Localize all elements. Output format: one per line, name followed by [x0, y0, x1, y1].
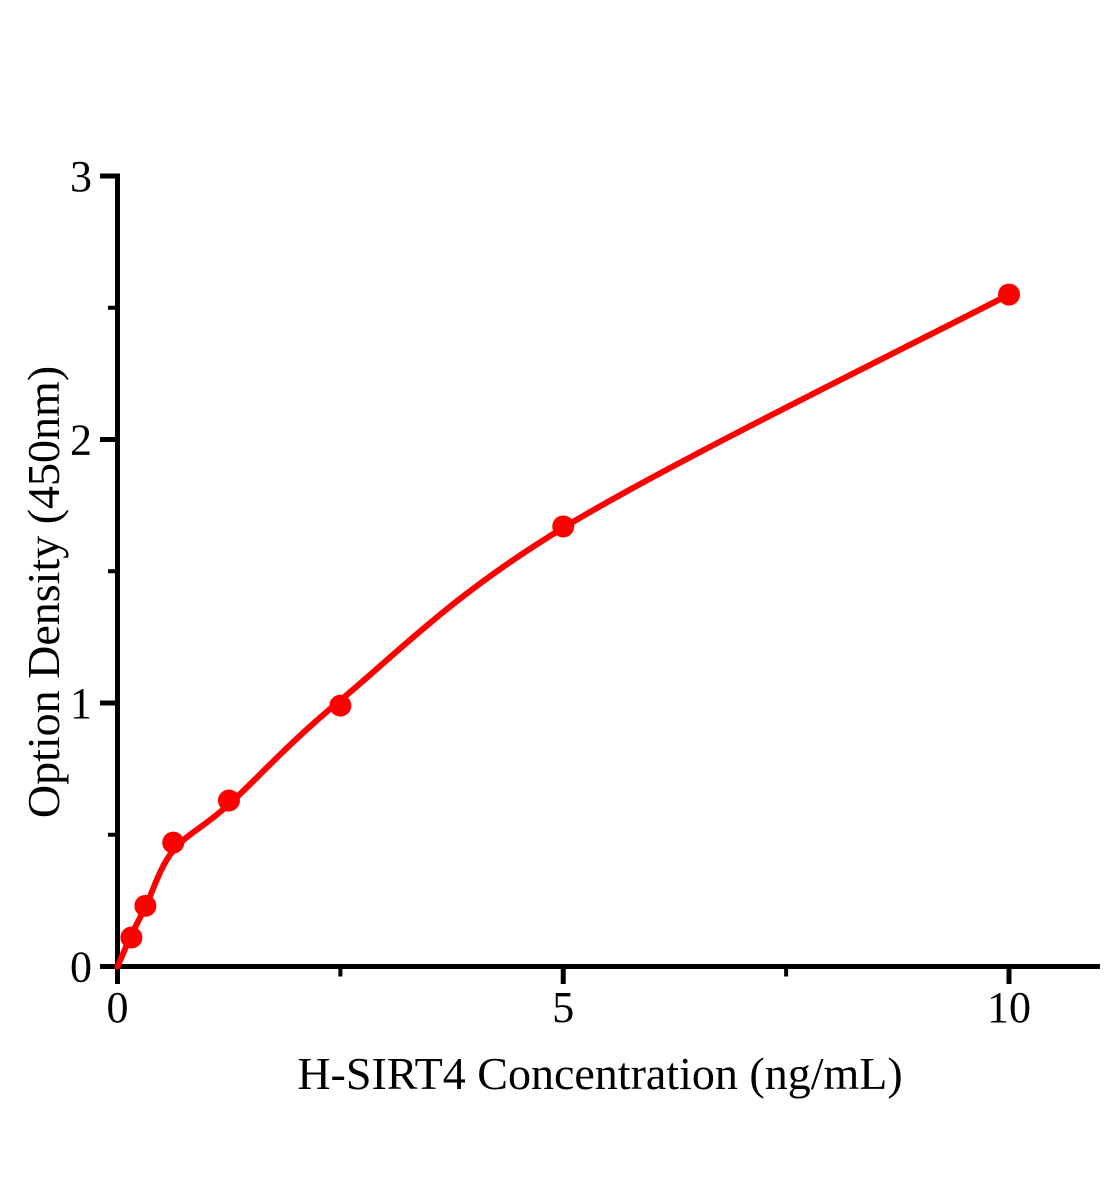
- data-point: [134, 894, 157, 917]
- x-tick-label: 10: [987, 983, 1031, 1032]
- y-tick-label: 3: [70, 152, 92, 201]
- y-tick-label: 1: [70, 679, 92, 728]
- fit-curve-line: [114, 291, 1012, 970]
- data-point: [552, 515, 575, 538]
- data-point: [120, 926, 143, 949]
- x-tick-label: 5: [552, 983, 574, 1032]
- data-point: [998, 283, 1020, 306]
- y-tick-label: 2: [70, 416, 92, 465]
- data-point: [162, 831, 185, 854]
- y-axis-title: Option Density (450nm): [18, 365, 69, 819]
- x-tick-label: 0: [107, 983, 129, 1032]
- x-axis-title: H-SIRT4 Concentration (ng/mL): [297, 1048, 903, 1099]
- data-point: [217, 789, 240, 812]
- data-point: [329, 694, 352, 717]
- y-tick-label: 0: [70, 943, 92, 992]
